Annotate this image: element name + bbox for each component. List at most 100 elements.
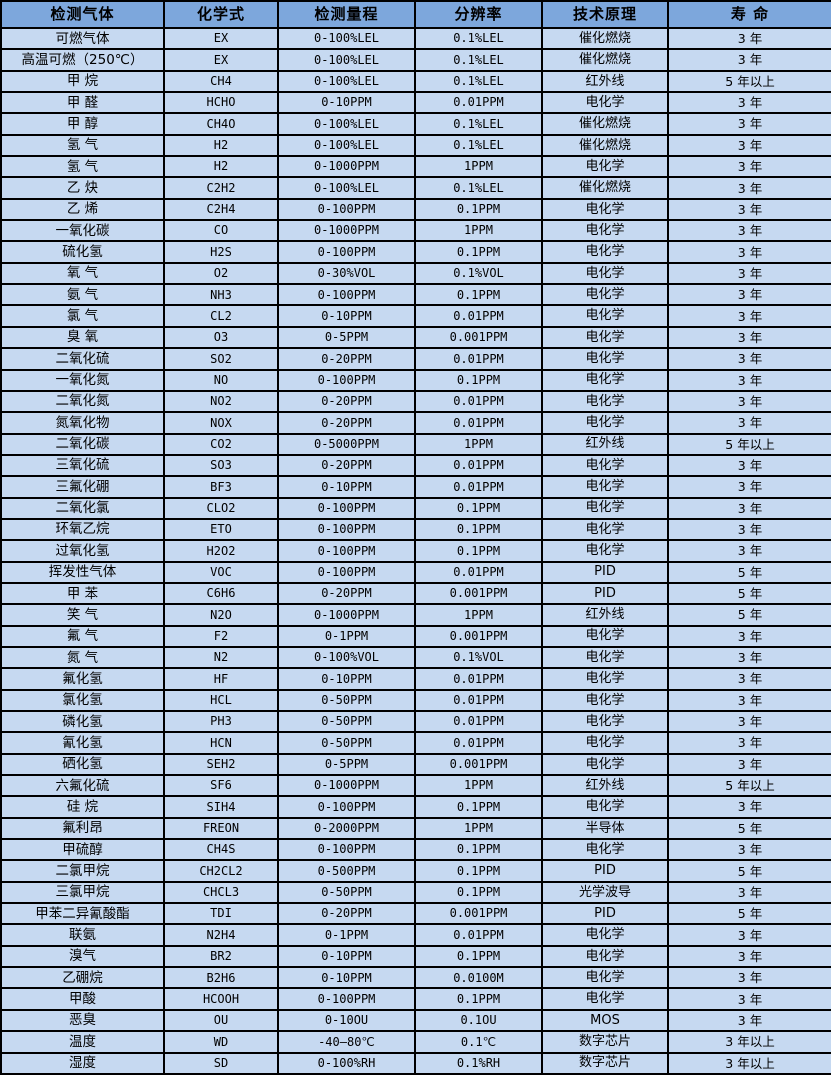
cell-range: 0-1000PPM <box>277 155 416 179</box>
table-row: 甲硫醇 CH4S 0-100PPM 0.1PPM 电化学 3 年 <box>0 838 831 862</box>
cell-formula: SIH4 <box>163 795 279 819</box>
table-row: 溴气 BR2 0-10PPM 0.1PPM 电化学 3 年 <box>0 944 831 969</box>
cell-principle: 光学波导 <box>541 880 669 905</box>
cell-principle: 电化学 <box>541 795 669 819</box>
cell-principle: 电化学 <box>541 411 669 435</box>
cell-lifespan: 3 年 <box>667 304 831 328</box>
cell-gas: 硫化氢 <box>0 240 165 264</box>
cell-lifespan: 5 年 <box>667 560 831 584</box>
cell-gas: 乙 烯 <box>0 197 165 222</box>
cell-resolution: 0.01PPM <box>414 688 543 713</box>
cell-range: 0-100PPM <box>277 838 416 862</box>
cell-gas: 恶臭 <box>0 1008 165 1033</box>
cell-formula: VOC <box>163 560 279 584</box>
table-row: 硒化氢 SEH2 0-5PPM 0.001PPM 电化学 3 年 <box>0 752 831 777</box>
table-row: 甲 苯 C6H6 0-20PPM 0.001PPM PID 5 年 <box>0 581 831 606</box>
cell-formula: SD <box>163 1051 279 1075</box>
cell-gas: 氰化氢 <box>0 731 165 755</box>
cell-gas: 甲 烷 <box>0 69 165 94</box>
cell-lifespan: 3 年 <box>667 48 831 72</box>
cell-lifespan: 3 年 <box>667 112 831 136</box>
cell-range: 0-500PPM <box>277 859 416 883</box>
cell-formula: NO <box>163 368 279 392</box>
cell-principle: 半导体 <box>541 816 669 841</box>
cell-resolution: 0.1%VOL <box>414 261 543 286</box>
cell-resolution: 0.1%LEL <box>414 176 543 200</box>
cell-range: 0-50PPM <box>277 880 416 905</box>
cell-formula: ETO <box>163 517 279 542</box>
cell-gas: 笑 气 <box>0 603 165 627</box>
cell-gas: 一氧化氮 <box>0 368 165 392</box>
cell-range: 0-20PPM <box>277 389 416 414</box>
cell-principle: 催化燃烧 <box>541 133 669 158</box>
cell-gas: 二氧化氮 <box>0 389 165 414</box>
cell-lifespan: 3 年 <box>667 325 831 350</box>
table-row: 硅 烷 SIH4 0-100PPM 0.1PPM 电化学 3 年 <box>0 795 831 819</box>
cell-principle: 电化学 <box>541 155 669 179</box>
cell-formula: CL2 <box>163 304 279 328</box>
cell-resolution: 0.01PPM <box>414 453 543 478</box>
table-row: 氢 气 H2 0-100%LEL 0.1%LEL 催化燃烧 3 年 <box>0 133 831 158</box>
cell-principle: 电化学 <box>541 667 669 691</box>
cell-resolution: 0.001PPM <box>414 325 543 350</box>
cell-gas: 氢 气 <box>0 155 165 179</box>
cell-gas: 氯 气 <box>0 304 165 328</box>
cell-range: 0-100%LEL <box>277 69 416 94</box>
cell-resolution: 0.01PPM <box>414 475 543 499</box>
cell-range: 0-100PPM <box>277 496 416 520</box>
cell-resolution: 0.1PPM <box>414 795 543 819</box>
table-row: 甲 烷 CH4 0-100%LEL 0.1%LEL 红外线 5 年以上 <box>0 69 831 94</box>
cell-resolution: 0.1PPM <box>414 517 543 542</box>
cell-range: 0-10PPM <box>277 91 416 115</box>
table-row: 湿度 SD 0-100%RH 0.1%RH 数字芯片 3 年以上 <box>0 1051 831 1075</box>
cell-gas: 一氧化碳 <box>0 219 165 243</box>
table-row: 二氧化硫 SO2 0-20PPM 0.01PPM 电化学 3 年 <box>0 347 831 371</box>
table-row: 甲苯二异氰酸酯 TDI 0-20PPM 0.001PPM PID 5 年 <box>0 902 831 926</box>
cell-formula: TDI <box>163 902 279 926</box>
cell-formula: FREON <box>163 816 279 841</box>
table-row: 一氧化碳 CO 0-1000PPM 1PPM 电化学 3 年 <box>0 219 831 243</box>
cell-formula: SEH2 <box>163 752 279 777</box>
cell-principle: 电化学 <box>541 496 669 520</box>
cell-resolution: 0.1PPM <box>414 197 543 222</box>
cell-resolution: 0.1%LEL <box>414 112 543 136</box>
table-row: 六氟化硫 SF6 0-1000PPM 1PPM 红外线 5 年以上 <box>0 774 831 798</box>
cell-gas: 二氧化碳 <box>0 432 165 456</box>
cell-formula: CH4S <box>163 838 279 862</box>
table-row: 三氟化硼 BF3 0-10PPM 0.01PPM 电化学 3 年 <box>0 475 831 499</box>
cell-gas: 可燃气体 <box>0 26 165 51</box>
cell-formula: CH4O <box>163 112 279 136</box>
cell-gas: 硅 烷 <box>0 795 165 819</box>
table-row: 联氨 N2H4 0-1PPM 0.01PPM 电化学 3 年 <box>0 923 831 947</box>
cell-resolution: 0.1%LEL <box>414 48 543 72</box>
cell-formula: B2H6 <box>163 966 279 990</box>
cell-resolution: 0.01PPM <box>414 709 543 734</box>
cell-gas: 挥发性气体 <box>0 560 165 584</box>
table-row: 氯化氢 HCL 0-50PPM 0.01PPM 电化学 3 年 <box>0 688 831 713</box>
cell-range: 0-1000PPM <box>277 774 416 798</box>
table-row: 臭 氧 O3 0-5PPM 0.001PPM 电化学 3 年 <box>0 325 831 350</box>
cell-lifespan: 3 年 <box>667 709 831 734</box>
cell-gas: 氨 气 <box>0 283 165 307</box>
cell-formula: PH3 <box>163 709 279 734</box>
cell-range: 0-10PPM <box>277 966 416 990</box>
cell-formula: BR2 <box>163 944 279 969</box>
cell-gas: 臭 氧 <box>0 325 165 350</box>
cell-formula: H2 <box>163 133 279 158</box>
table-row: 氰化氢 HCN 0-50PPM 0.01PPM 电化学 3 年 <box>0 731 831 755</box>
cell-principle: 电化学 <box>541 197 669 222</box>
cell-resolution: 1PPM <box>414 603 543 627</box>
cell-gas: 磷化氢 <box>0 709 165 734</box>
cell-resolution: 0.01PPM <box>414 304 543 328</box>
cell-principle: 电化学 <box>541 709 669 734</box>
cell-formula: WD <box>163 1030 279 1054</box>
cell-range: 0-100PPM <box>277 240 416 264</box>
cell-lifespan: 5 年 <box>667 581 831 606</box>
cell-formula: CLO2 <box>163 496 279 520</box>
cell-principle: PID <box>541 560 669 584</box>
cell-lifespan: 3 年 <box>667 624 831 648</box>
table-row: 一氧化氮 NO 0-100PPM 0.1PPM 电化学 3 年 <box>0 368 831 392</box>
cell-range: 0-50PPM <box>277 709 416 734</box>
cell-formula: NOX <box>163 411 279 435</box>
cell-range: 0-100PPM <box>277 987 416 1011</box>
